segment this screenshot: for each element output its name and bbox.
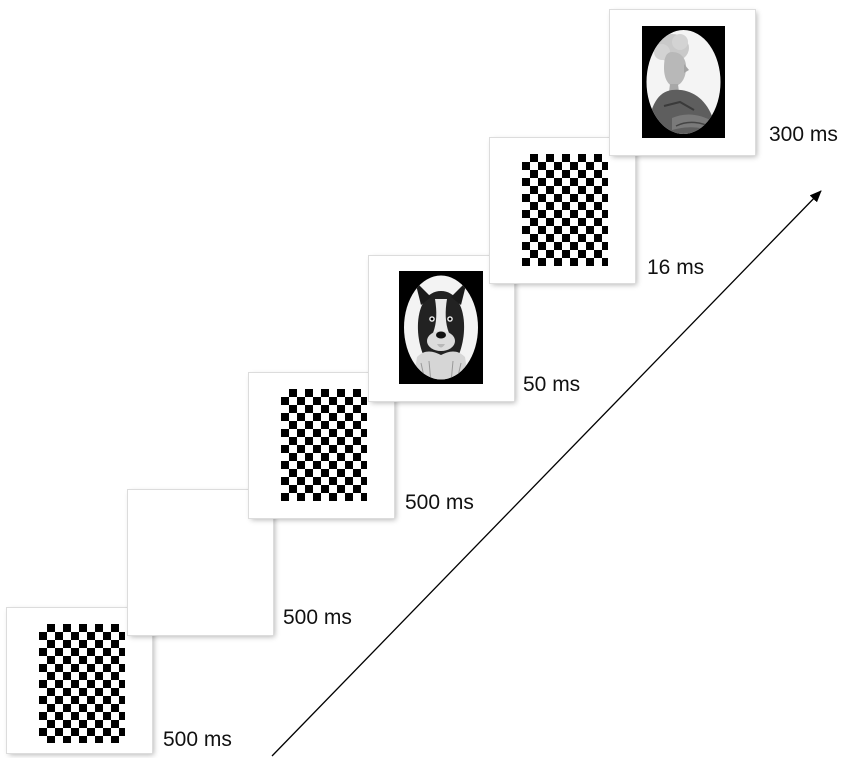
duration-label-6: 300 ms [769,123,838,146]
frame-6-woman-photo [610,10,755,155]
checkerboard-mask [522,154,608,266]
woman-photo [642,26,725,138]
duration-label-3: 500 ms [405,491,474,514]
duration-label-5: 16 ms [647,256,705,279]
frame-5-checkerboard [490,138,635,283]
duration-label-4: 50 ms [523,373,581,396]
frame-3-checkerboard [249,373,394,518]
dog-photo [399,271,483,384]
frame-4-dog-photo [369,256,514,401]
checkerboard-mask [39,624,125,743]
duration-label-1: 500 ms [163,728,232,751]
duration-label-2: 500 ms [283,606,352,629]
checkerboard-mask [281,389,367,501]
frame-1-checkerboard [7,608,152,753]
frame-2-blank [128,490,273,635]
